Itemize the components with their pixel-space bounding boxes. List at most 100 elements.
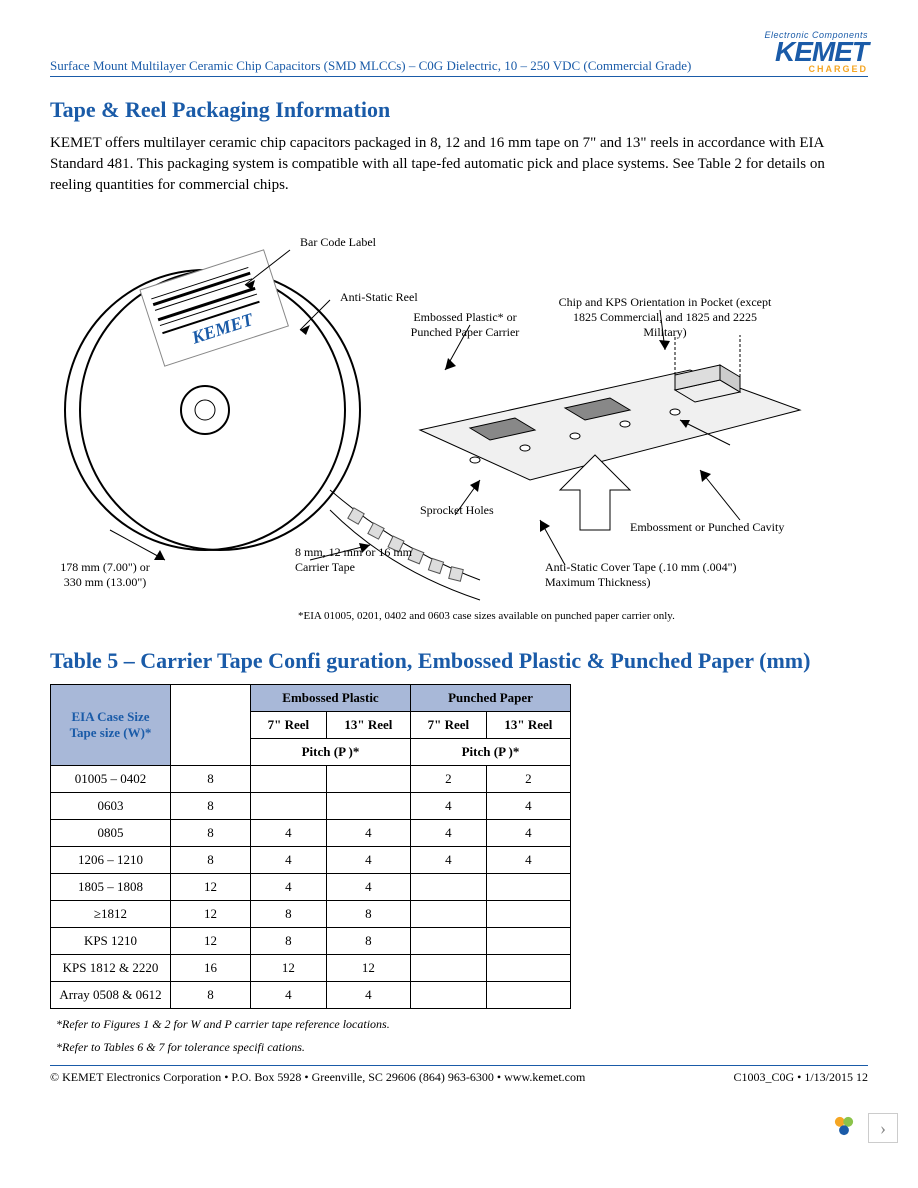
label-cover-tape: Anti-Static Cover Tape (.10 mm (.004") M… [545,560,745,590]
label-chip-orientation: Chip and KPS Orientation in Pocket (exce… [550,295,780,340]
table-cell: 1206 – 1210 [51,846,171,873]
table-cell [251,765,327,792]
table-cell: 4 [486,819,570,846]
table-cell: 8 [251,927,327,954]
table-cell: 8 [171,792,251,819]
packaging-diagram: KEMET [50,210,868,630]
table-row: KPS 1812 & 2220161212 [51,954,571,981]
table-row: 1206 – 121084444 [51,846,571,873]
label-embossment: Embossment or Punched Cavity [630,520,784,535]
table-cell: 4 [411,819,487,846]
table-row: 06038 44 [51,792,571,819]
table-cell: 4 [326,873,410,900]
page-footer: © KEMET Electronics Corporation • P.O. B… [50,1065,868,1085]
next-page-button[interactable]: › [868,1113,898,1143]
table-cell: 4 [326,819,410,846]
table-cell: 0603 [51,792,171,819]
header-row: Surface Mount Multilayer Ceramic Chip Ca… [50,30,868,77]
label-embossed-carrier: Embossed Plastic* or Punched Paper Carri… [400,310,530,340]
table-cell: 0805 [51,819,171,846]
table-cell: 8 [171,765,251,792]
table-cell: 8 [171,981,251,1008]
table-cell: 4 [326,981,410,1008]
table-cell: 12 [251,954,327,981]
table-cell: 4 [486,792,570,819]
th-pitch-e: Pitch (P )* [251,738,411,765]
table-row: 080584444 [51,819,571,846]
kemet-logo: Electronic Components KEMET CHARGED [764,30,868,74]
label-sprocket: Sprocket Holes [420,503,494,518]
table-cell: 8 [171,846,251,873]
table-cell: 4 [411,792,487,819]
table-cell: KPS 1210 [51,927,171,954]
th-embossed: Embossed Plastic [251,684,411,711]
table-cell [486,927,570,954]
table-cell: 2 [486,765,570,792]
table-cell: KPS 1812 & 2220 [51,954,171,981]
table-row: Array 0508 & 0612844 [51,981,571,1008]
footer-right: C1003_C0G • 1/13/2015 12 [733,1070,868,1085]
table-cell [486,981,570,1008]
th-tape-spacer [171,684,251,765]
table-cell: 8 [326,927,410,954]
table-cell [411,873,487,900]
table-cell: 4 [251,873,327,900]
table-row: ≥18121288 [51,900,571,927]
table-note-2: *Refer to Tables 6 & 7 for tolerance spe… [56,1040,868,1055]
table-cell: 01005 – 0402 [51,765,171,792]
table5-heading: Table 5 – Carrier Tape Confi guration, E… [50,648,868,674]
table-cell: 8 [251,900,327,927]
th-p-13reel: 13" Reel [486,711,570,738]
label-reel-size: 178 mm (7.00") or 330 mm (13.00") [50,560,160,590]
table-cell: 8 [326,900,410,927]
th-e-13reel: 13" Reel [326,711,410,738]
table-cell: 4 [411,846,487,873]
th-e-7reel: 7" Reel [251,711,327,738]
table-cell: 8 [171,819,251,846]
th-p-7reel: 7" Reel [411,711,487,738]
th-case-size: EIA Case Size Tape size (W)* [51,684,171,765]
table-cell [486,873,570,900]
table-cell: 4 [486,846,570,873]
table-cell: 12 [171,900,251,927]
table-cell: 12 [326,954,410,981]
label-antistatic-reel: Anti-Static Reel [340,290,418,305]
section-body: KEMET offers multilayer ceramic chip cap… [50,133,868,196]
table-cell [486,954,570,981]
chevron-right-icon: › [880,1118,886,1139]
table-cell: 4 [251,981,327,1008]
table-cell: ≥1812 [51,900,171,927]
table-cell [326,792,410,819]
table-row: KPS 12101288 [51,927,571,954]
table-cell: 12 [171,927,251,954]
section-heading: Tape & Reel Packaging Information [50,97,868,123]
table-cell [486,900,570,927]
diagram-svg: KEMET [50,210,870,630]
table-cell [251,792,327,819]
label-carrier-tape: 8 mm, 12 mm or 16 mm Carrier Tape [295,545,425,575]
table-row: 1805 – 18081244 [51,873,571,900]
carrier-tape-table: EIA Case Size Tape size (W)* Embossed Pl… [50,684,571,1009]
table-cell: 2 [411,765,487,792]
table-cell: 4 [251,846,327,873]
footer-left: © KEMET Electronics Corporation • P.O. B… [50,1070,585,1085]
label-barcode: Bar Code Label [300,235,376,250]
table-cell [411,900,487,927]
table-cell: 1805 – 1808 [51,873,171,900]
pager-logo-icon [830,1112,858,1145]
table-cell: 12 [171,873,251,900]
table-row: 01005 – 04028 22 [51,765,571,792]
document-title: Surface Mount Multilayer Ceramic Chip Ca… [50,58,691,74]
table-cell [411,927,487,954]
table-cell: 4 [251,819,327,846]
logo-text: KEMET [764,40,868,64]
pager: › [830,1112,898,1145]
diagram-footnote: *EIA 01005, 0201, 0402 and 0603 case siz… [298,610,675,622]
table-note-1: *Refer to Figures 1 & 2 for W and P carr… [56,1017,868,1032]
table-cell [326,765,410,792]
table-cell: 4 [326,846,410,873]
th-punched: Punched Paper [411,684,571,711]
th-pitch-p: Pitch (P )* [411,738,571,765]
table-cell: 16 [171,954,251,981]
table-cell [411,981,487,1008]
